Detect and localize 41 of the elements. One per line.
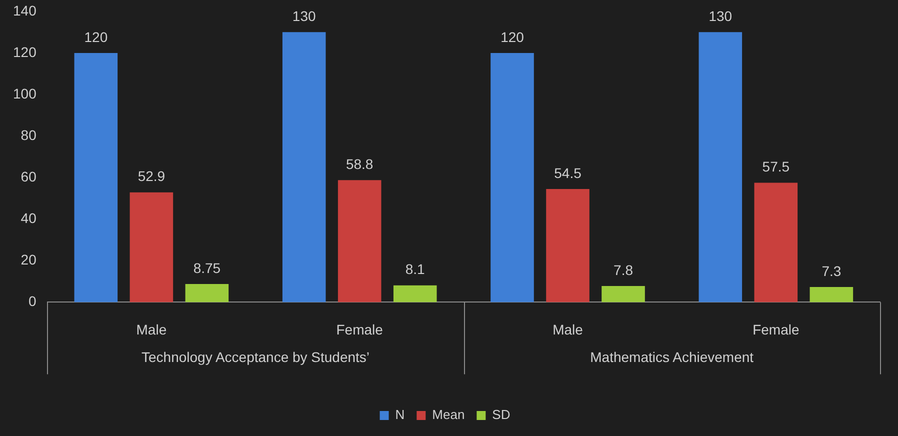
x-tick-label: Male [136,321,167,338]
bar [698,32,742,302]
bar [754,182,798,302]
y-tick-label: 40 [20,210,37,226]
data-label: 52.9 [138,168,166,184]
bar [810,287,854,302]
text: Technology Acceptance by Students’ [141,349,370,366]
y-tick-label: 140 [13,2,37,18]
data-label: 54.5 [554,164,582,181]
x-tick-label: Female [752,321,800,338]
data-label: 57.5 [762,158,790,175]
y-tick-label: 80 [20,126,37,143]
data-label: 8.1 [405,261,426,278]
bar [338,180,382,302]
x-tick-label: Male [552,321,584,338]
legend-label: Mean [432,407,465,422]
bar [185,284,229,302]
y-tick-label: 0 [28,293,37,310]
x-tick-label: Female [336,321,384,338]
y-tick-label: 60 [20,168,37,184]
bar [282,32,326,302]
data-label: 120 [84,28,108,45]
data-label: 130 [292,8,316,24]
legend-label: SD [492,407,510,422]
bar [546,188,590,302]
y-tick-label: 120 [13,44,37,60]
bar [74,52,118,302]
text: Mathematics Achievement [590,349,754,366]
data-label: 7.3 [822,262,842,279]
data-label: 8.75 [193,260,221,276]
bar [490,52,534,302]
y-tick-label: 20 [20,252,37,268]
bar [130,192,174,302]
data-label: 7.8 [614,262,634,278]
legend-label: N [395,407,405,422]
data-label: 120 [500,28,524,45]
y-tick-label: 100 [13,85,37,102]
data-label: 130 [708,8,732,24]
bar [393,285,437,302]
data-label: 58.8 [346,156,374,172]
bar [602,286,645,302]
